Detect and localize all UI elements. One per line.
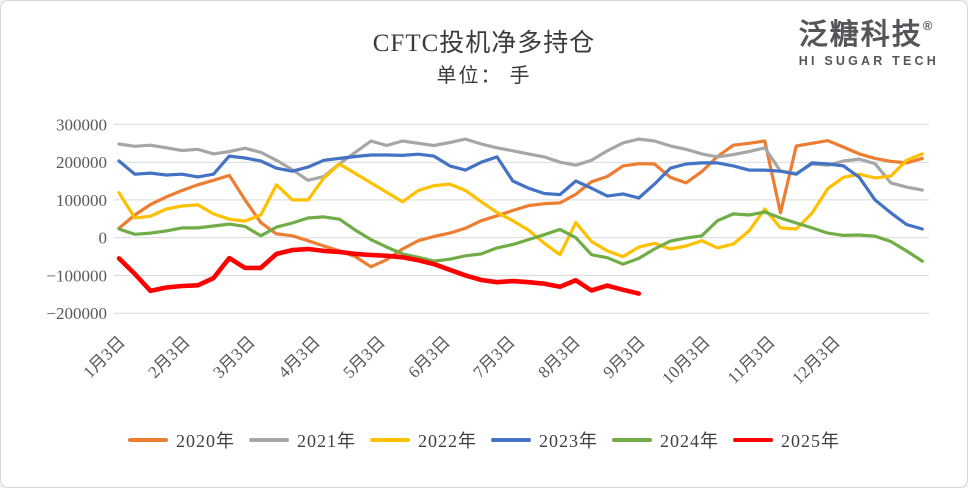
legend-item-2024: 2024年 xyxy=(612,427,719,453)
legend-label: 2021年 xyxy=(297,431,356,451)
legend-label: 2022年 xyxy=(418,431,477,451)
y-axis-tick-label: 0 xyxy=(99,229,108,248)
x-axis-tick-label: 10月3日 xyxy=(658,332,714,388)
legend-label: 2025年 xyxy=(781,431,840,451)
legend-swatch-2020 xyxy=(128,438,168,442)
y-axis-tick-label: 100000 xyxy=(56,191,107,210)
x-axis-tick-label: 12月3日 xyxy=(788,332,844,388)
x-axis-tick-label: 1月3日 xyxy=(79,332,128,381)
chart-title: CFTC投机净多持仓 xyxy=(372,30,596,57)
chart-subtitle: 单位： 手 xyxy=(436,65,532,87)
x-axis-tick-label: 7月3日 xyxy=(469,332,518,381)
logo-chinese-name: 泛糖科技® xyxy=(798,18,935,51)
x-axis-tick-label: 11月3日 xyxy=(724,332,779,387)
y-axis-tick-label: −100000 xyxy=(46,266,107,285)
legend-item-2022: 2022年 xyxy=(370,427,477,453)
registered-trademark-icon: ® xyxy=(922,18,935,33)
legend-item-2021: 2021年 xyxy=(249,427,356,453)
series-line-2020 xyxy=(117,139,924,269)
legend-label: 2024年 xyxy=(660,431,719,451)
x-axis-tick-label: 2月3日 xyxy=(144,332,193,381)
series-line-2021 xyxy=(117,137,924,192)
x-axis-tick-label: 9月3日 xyxy=(599,332,648,381)
legend-item-2023: 2023年 xyxy=(491,427,598,453)
series-line-2022 xyxy=(117,152,924,259)
y-axis-tick-label: 300000 xyxy=(56,115,107,134)
series-line-2023 xyxy=(117,152,924,231)
series-line-2025 xyxy=(116,246,642,296)
legend-label: 2023年 xyxy=(539,431,598,451)
legend-item-2020: 2020年 xyxy=(128,427,235,453)
legend-swatch-2021 xyxy=(249,438,289,442)
logo-english-name: HI SUGAR TECH xyxy=(798,53,939,68)
legend-swatch-2022 xyxy=(370,438,410,442)
x-axis-tick-label: 4月3日 xyxy=(274,332,323,381)
legend-swatch-2024 xyxy=(612,438,652,442)
x-axis-tick-label: 5月3日 xyxy=(339,332,388,381)
legend-swatch-2025 xyxy=(733,437,773,443)
legend-label: 2020年 xyxy=(176,431,235,451)
series-line-2024 xyxy=(117,210,924,266)
y-axis-tick-label: 200000 xyxy=(56,153,107,172)
chart-legend: 2020年 2021年 2022年 2023年 2024年 2025年 xyxy=(1,427,967,453)
x-axis-tick-label: 8月3日 xyxy=(534,332,583,381)
x-axis-tick-label: 3月3日 xyxy=(209,332,258,381)
legend-swatch-2023 xyxy=(491,438,531,442)
hi-sugar-tech-logo: 泛糖科技® HI SUGAR TECH xyxy=(798,18,939,68)
legend-item-2025: 2025年 xyxy=(733,427,840,453)
y-axis-tick-label: −200000 xyxy=(46,304,107,323)
x-axis-tick-label: 6月3日 xyxy=(404,332,453,381)
